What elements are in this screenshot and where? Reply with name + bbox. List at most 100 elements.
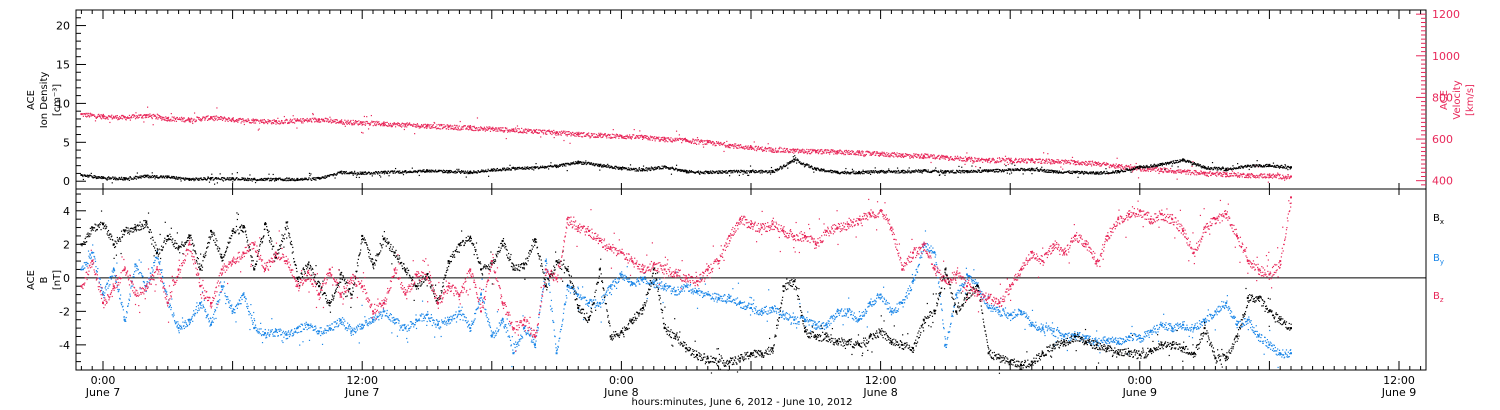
sample-dot bbox=[1128, 165, 1130, 167]
sample-dot bbox=[647, 138, 649, 140]
sample-dot bbox=[943, 156, 945, 158]
sample-dot bbox=[1097, 173, 1100, 175]
sample-dot bbox=[984, 169, 986, 172]
sample-dot bbox=[702, 141, 704, 143]
sample-dot bbox=[1227, 175, 1229, 177]
sample-dot bbox=[283, 122, 285, 124]
sample-dot bbox=[1078, 173, 1080, 175]
sample-dot bbox=[180, 178, 182, 180]
sample-dot bbox=[464, 125, 466, 127]
sample-dot bbox=[469, 125, 472, 127]
sample-dot bbox=[410, 170, 412, 173]
sample-dot bbox=[966, 170, 968, 172]
sample-dot bbox=[1196, 174, 1198, 176]
sample-dot bbox=[275, 119, 278, 122]
sample-dot bbox=[533, 167, 535, 169]
sample-dot bbox=[182, 177, 185, 179]
sample-dot bbox=[722, 142, 725, 144]
sample-dot bbox=[469, 172, 471, 175]
sample-dot bbox=[218, 118, 220, 121]
sample-dot bbox=[125, 119, 127, 121]
sample-dot bbox=[858, 150, 861, 152]
sample-dot bbox=[98, 176, 100, 178]
sample-dot bbox=[1002, 168, 1004, 171]
sample-dot bbox=[630, 138, 633, 140]
sample-dot bbox=[423, 171, 426, 173]
sample-dot bbox=[214, 115, 216, 117]
sample-dot bbox=[209, 178, 211, 180]
sample-dot bbox=[742, 146, 744, 149]
sample-dot bbox=[548, 130, 551, 133]
sample-dot bbox=[954, 157, 956, 159]
sample-dot bbox=[660, 139, 662, 141]
sample-dot bbox=[1125, 164, 1128, 167]
sample-dot bbox=[615, 168, 617, 170]
sample-dot bbox=[404, 170, 406, 172]
sample-dot bbox=[114, 116, 116, 118]
sample-dot bbox=[815, 151, 817, 153]
sample-dot bbox=[397, 170, 399, 172]
sample-dot bbox=[711, 141, 713, 144]
sample-dot bbox=[885, 172, 887, 174]
sample-dot bbox=[540, 165, 542, 167]
sample-dot bbox=[340, 170, 343, 172]
sample-dot bbox=[190, 179, 192, 181]
sample-dot bbox=[104, 115, 106, 118]
sample-dot bbox=[591, 134, 593, 137]
sample-dot bbox=[457, 127, 459, 129]
sample-dot bbox=[122, 114, 124, 117]
sample-dot bbox=[795, 157, 797, 159]
sample-dot bbox=[156, 176, 158, 178]
sample-dot bbox=[731, 171, 733, 173]
sample-dot bbox=[963, 169, 965, 172]
sample-dot bbox=[827, 152, 829, 154]
sample-dot bbox=[895, 154, 897, 156]
sample-dot bbox=[972, 162, 974, 164]
sample-dot bbox=[1052, 160, 1054, 162]
sample-dot bbox=[578, 162, 580, 164]
sample-dot bbox=[324, 120, 326, 122]
sample-dot bbox=[686, 172, 688, 174]
sample-dot bbox=[291, 120, 293, 122]
sample-dot bbox=[1267, 181, 1269, 183]
sample-dot bbox=[439, 125, 441, 127]
sample-dot bbox=[794, 148, 796, 151]
sample-dot bbox=[97, 176, 99, 178]
sample-dot bbox=[820, 150, 822, 152]
sample-dot bbox=[1072, 160, 1074, 162]
sample-dot bbox=[432, 124, 434, 127]
sample-dot bbox=[552, 132, 554, 134]
sample-dot bbox=[275, 179, 278, 181]
sample-dot bbox=[290, 121, 292, 123]
sample-dot bbox=[1110, 166, 1113, 168]
sample-dot bbox=[180, 118, 182, 120]
sample-dot bbox=[913, 170, 915, 172]
sample-dot bbox=[393, 123, 395, 125]
sample-dot bbox=[742, 173, 744, 175]
sample-dot bbox=[301, 120, 303, 122]
sample-dot bbox=[1087, 162, 1089, 164]
sample-dot bbox=[956, 157, 958, 159]
sample-dot bbox=[519, 131, 521, 133]
sample-dot bbox=[611, 167, 613, 169]
sample-dot bbox=[656, 166, 658, 169]
sample-dot bbox=[526, 166, 528, 168]
sample-dot bbox=[1244, 176, 1247, 178]
sample-dot bbox=[741, 146, 743, 148]
sample-dot bbox=[910, 154, 912, 157]
sample-dot bbox=[1091, 173, 1093, 175]
sample-dot bbox=[148, 114, 150, 116]
sample-dot bbox=[929, 154, 932, 156]
sample-dot bbox=[1170, 171, 1173, 174]
sample-dot bbox=[106, 117, 108, 119]
sample-dot bbox=[803, 149, 805, 151]
sample-dot bbox=[816, 151, 818, 154]
sample-dot bbox=[962, 160, 964, 162]
sample-dot bbox=[562, 131, 564, 134]
sample-dot bbox=[1084, 163, 1086, 165]
sample-dot bbox=[367, 128, 370, 130]
sample-dot bbox=[448, 128, 450, 130]
sample-dot bbox=[844, 172, 847, 174]
sample-dot bbox=[143, 176, 145, 178]
sample-dot bbox=[760, 169, 762, 171]
